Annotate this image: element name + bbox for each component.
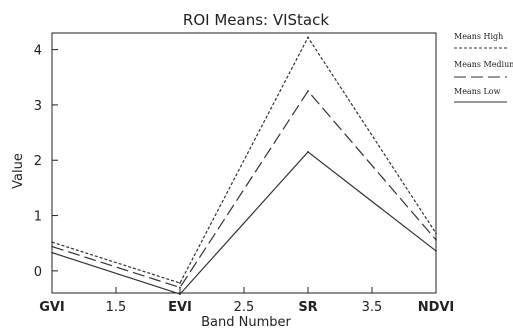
chart-title: ROI Means: VIStack [183,11,329,29]
y-axis-label: Value [11,153,26,189]
series-1-point-1 [179,286,181,289]
x-tick-label-5: 3.5 [362,300,383,315]
legend-label-1: Means Medium [454,60,513,69]
series-2-point-3 [435,250,437,252]
x-tick-label-1: 1.5 [106,300,127,315]
series-0-point-0 [51,241,53,244]
legend-label-0: Means High [454,32,503,41]
x-tick-label-4: SR [298,300,317,315]
y-tick-label-4: 4 [34,44,42,59]
y-tick-label-1: 1 [34,210,42,225]
y-tick-label-3: 3 [34,99,42,114]
y-tick-label-0: 0 [34,265,42,280]
x-tick-label-6: NDVI [418,300,455,315]
y-tick-label-2: 2 [34,154,42,169]
series-0-point-1 [179,282,181,284]
x-tick-label-3: 2.5 [234,300,255,315]
x-tick-label-0: GVI [39,300,65,315]
series-2-point-2 [307,151,309,153]
plot-frame [51,32,437,294]
series-1-point-3 [435,238,437,241]
x-axis-label: Band Number [201,315,291,328]
series-1-point-0 [51,245,53,248]
x-tick-label-2: EVI [168,300,192,315]
series-0-point-3 [435,232,437,235]
series-line-2 [51,151,437,295]
series-line-0 [51,36,437,284]
series-2-point-1 [179,293,181,296]
legend: Means High Means Medium Means Low [454,32,513,103]
series-0-point-2 [307,36,309,39]
series-2-point-0 [51,251,53,254]
series-line-1 [51,90,437,289]
series-1-point-2 [307,90,309,92]
legend-label-2: Means Low [454,87,501,96]
plot-area: GVI 1.5 EVI 2.5 SR 3.5 NDVI 0 1 2 3 4 [34,32,455,315]
